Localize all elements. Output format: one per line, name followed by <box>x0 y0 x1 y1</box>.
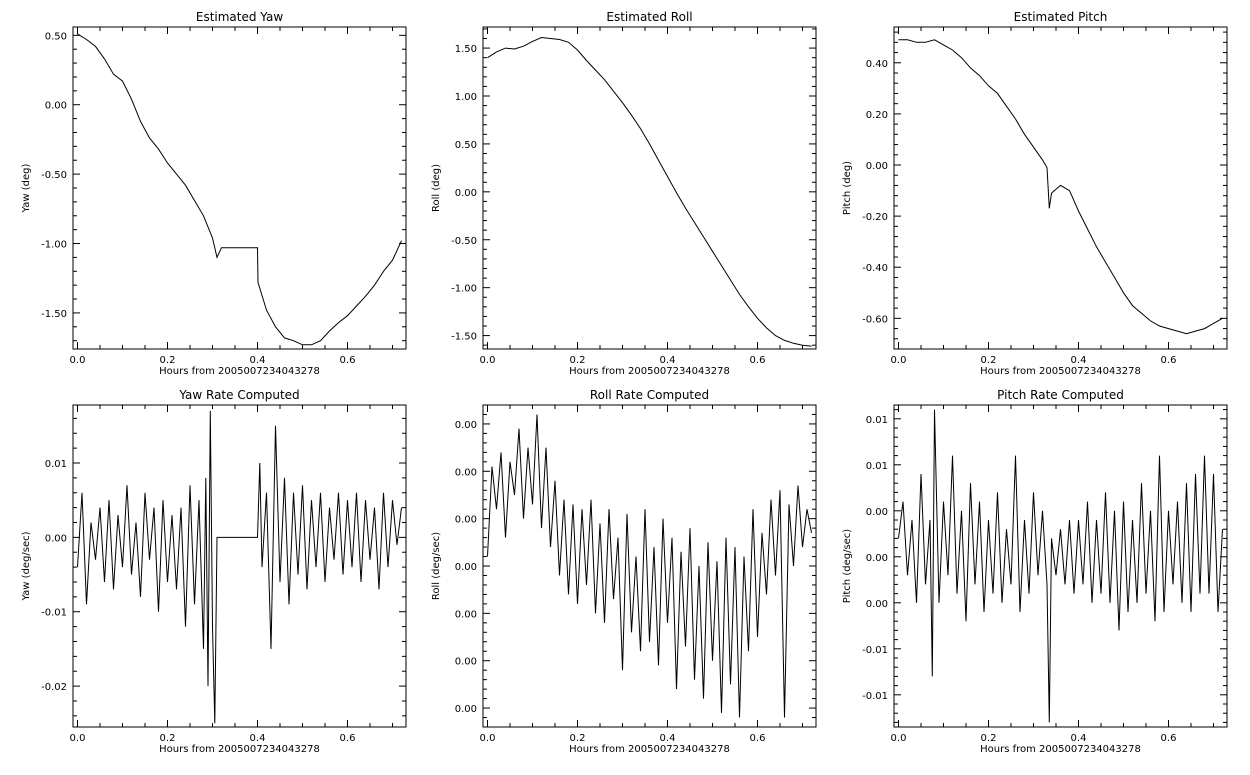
y-tick-label: 1.50 <box>455 44 477 55</box>
series-line <box>898 39 1223 335</box>
y-axis-label: Yaw (deg) <box>21 163 32 213</box>
y-tick-label: 0.00 <box>455 467 477 478</box>
y-tick-label: -0.50 <box>451 236 477 247</box>
x-tick-label: 0.2 <box>570 355 586 366</box>
y-axis-label: Yaw (deg/sec) <box>21 531 32 601</box>
series-line <box>77 33 402 346</box>
x-tick-label: 0.4 <box>1071 733 1087 744</box>
y-tick-label: -0.60 <box>862 314 888 325</box>
x-tick-label: 0.6 <box>1161 355 1177 366</box>
chart-title: Roll Rate Computed <box>590 388 709 402</box>
y-axis-label: Pitch (deg/sec) <box>842 529 853 604</box>
y-tick-label: -1.50 <box>41 309 67 320</box>
x-tick-label: 0.6 <box>750 355 766 366</box>
x-axis-label: Hours from 2005007234043278 <box>159 366 320 377</box>
x-tick-label: 0.4 <box>1071 355 1087 366</box>
y-tick-label: 0.01 <box>45 459 67 470</box>
y-tick-label: 0.00 <box>455 704 477 715</box>
chart-title: Estimated Roll <box>606 10 692 24</box>
chart-panel-1: Estimated Yaw 0.0 0.2 0.4 0.6 0.50 0.00 -0.50 -1… <box>21 10 407 377</box>
x-tick-label: 0.2 <box>981 733 997 744</box>
y-tick-label: -0.40 <box>862 263 888 274</box>
x-tick-label: 0.0 <box>480 733 496 744</box>
x-axis-label: Hours from 2005007234043278 <box>980 366 1141 377</box>
y-tick-label: 0.00 <box>455 562 477 573</box>
x-tick-label: 0.4 <box>660 733 676 744</box>
x-tick-label: 0.6 <box>1161 733 1177 744</box>
chart-panel-2: Estimated Roll 0.0 0.2 0.4 0.6 1.50 1.00 0.50 0.… <box>431 10 817 377</box>
y-tick-label: 0.00 <box>455 609 477 620</box>
x-tick-label: 0.0 <box>70 733 86 744</box>
y-tick-label: 0.00 <box>866 161 888 172</box>
x-tick-label: 0.4 <box>660 355 676 366</box>
y-tick-label: -0.01 <box>41 608 67 619</box>
y-tick-label: 0.00 <box>455 188 477 199</box>
x-tick-label: 0.2 <box>160 733 176 744</box>
series-line <box>487 36 812 347</box>
chart-panel-3: Estimated Pitch 0.0 0.2 0.4 0.6 0.40 0.20 0.00 -… <box>842 10 1228 377</box>
y-tick-label: 0.50 <box>455 140 477 151</box>
y-tick-label: 0.00 <box>455 420 477 431</box>
y-tick-label: -0.01 <box>862 691 888 702</box>
x-tick-label: 0.0 <box>480 355 496 366</box>
chart-title: Estimated Pitch <box>1014 10 1108 24</box>
y-tick-label: 0.00 <box>455 657 477 668</box>
series-line <box>898 409 1223 723</box>
y-tick-label: 1.00 <box>455 92 477 103</box>
y-axis-label: Pitch (deg) <box>842 161 853 215</box>
x-tick-label: 0.6 <box>340 355 356 366</box>
x-axis-label: Hours from 2005007234043278 <box>569 366 730 377</box>
x-axis-label: Hours from 2005007234043278 <box>159 744 320 755</box>
x-tick-label: 0.0 <box>891 733 907 744</box>
series-line <box>77 410 402 724</box>
y-tick-label: -0.01 <box>862 645 888 656</box>
x-tick-label: 0.2 <box>570 733 586 744</box>
x-tick-label: 0.6 <box>750 733 766 744</box>
y-tick-label: -0.20 <box>862 212 888 223</box>
y-tick-label: -1.00 <box>451 284 477 295</box>
y-tick-label: -1.00 <box>41 240 67 251</box>
y-tick-label: 0.20 <box>866 110 888 121</box>
y-tick-label: -0.50 <box>41 170 67 181</box>
y-tick-label: 0.01 <box>866 415 888 426</box>
x-tick-label: 0.4 <box>250 733 266 744</box>
x-tick-label: 0.0 <box>70 355 86 366</box>
y-axis-label: Roll (deg/sec) <box>431 532 442 600</box>
y-tick-label: 0.00 <box>866 599 888 610</box>
y-axis-label: Roll (deg) <box>431 164 442 212</box>
plot-frame <box>482 26 817 350</box>
series-line <box>487 414 812 718</box>
plot-frame <box>72 404 407 728</box>
x-tick-label: 0.0 <box>891 355 907 366</box>
y-tick-label: 0.00 <box>455 515 477 526</box>
x-tick-label: 0.2 <box>160 355 176 366</box>
plot-frame <box>893 26 1228 350</box>
chart-panel-5: Roll Rate Computed 0.0 0.2 0.4 0.6 0.00 0.00 0.… <box>431 388 817 755</box>
x-tick-label: 0.6 <box>340 733 356 744</box>
y-tick-label: 0.01 <box>866 461 888 472</box>
chart-title: Estimated Yaw <box>196 10 283 24</box>
chart-title: Pitch Rate Computed <box>997 388 1124 402</box>
y-tick-label: 0.00 <box>45 101 67 112</box>
x-tick-label: 0.4 <box>250 355 266 366</box>
chart-panel-4: Yaw Rate Computed 0.0 0.2 0.4 0.6 0.01 0.00 -0.… <box>21 388 407 755</box>
y-tick-label: 0.50 <box>45 31 67 42</box>
y-tick-label: 0.00 <box>866 553 888 564</box>
x-axis-label: Hours from 2005007234043278 <box>569 744 730 755</box>
chart-title: Yaw Rate Computed <box>178 388 299 402</box>
chart-panel-6: Pitch Rate Computed 0.0 0.2 0.4 0.6 0.01 0.01 0… <box>842 388 1228 755</box>
x-tick-label: 0.2 <box>981 355 997 366</box>
y-tick-label: 0.00 <box>45 533 67 544</box>
y-tick-label: 0.00 <box>866 507 888 518</box>
x-axis-label: Hours from 2005007234043278 <box>980 744 1141 755</box>
y-tick-label: -0.02 <box>41 682 67 693</box>
y-tick-label: 0.40 <box>866 59 888 70</box>
y-tick-label: -1.50 <box>451 332 477 343</box>
